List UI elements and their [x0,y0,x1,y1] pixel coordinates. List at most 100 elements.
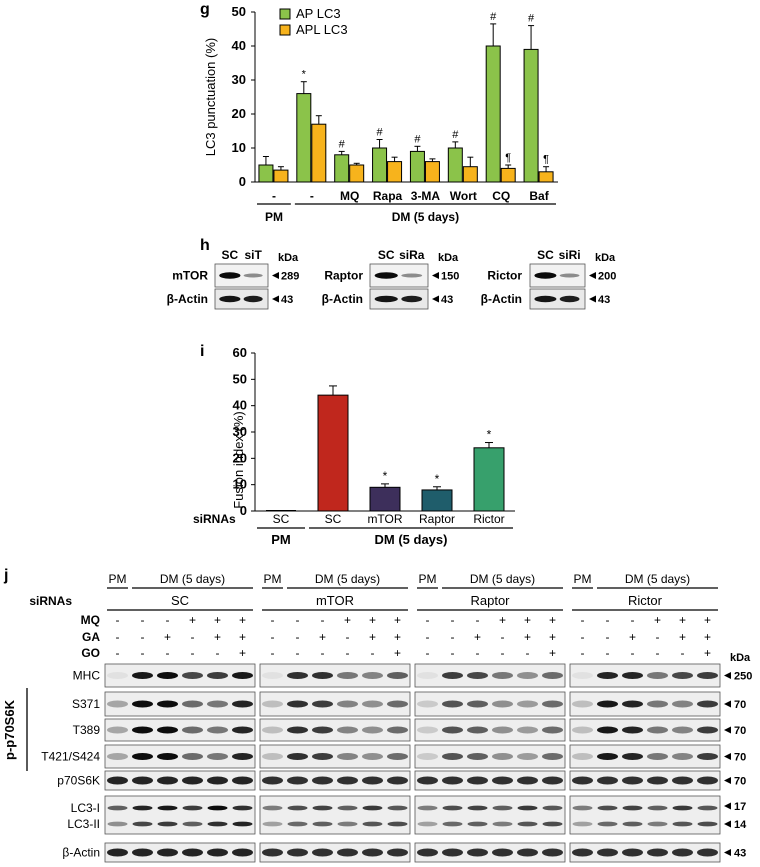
band [132,776,153,785]
treatment-sign: - [116,646,120,660]
blot-box [414,718,566,742]
treatment-sign: - [141,613,145,627]
treatment-sign: + [679,613,686,627]
treatment-sign: + [164,630,171,644]
band-lc3-i [207,805,228,811]
blot-box [414,744,566,769]
band [467,753,488,760]
significance-mark: * [487,428,492,442]
treatment-sign: - [271,646,275,660]
blot-box [569,691,721,717]
band [262,700,283,708]
band-lc3-i [287,805,308,811]
kda-arrow [724,802,731,810]
blot-box [259,795,411,835]
kda-value: 200 [598,271,616,283]
band [697,672,718,679]
band [534,295,557,303]
band [157,672,178,679]
band-lc3-ii [312,821,333,827]
x-tick-label: Rapa [373,189,403,203]
significance-mark: ¶ [543,154,549,166]
blot-box [569,718,721,742]
legend-label: APL LC3 [296,22,348,37]
band [232,776,253,785]
band [572,672,593,679]
kda-arrow [432,272,439,279]
band [182,848,203,857]
treatment-sign: + [239,613,246,627]
band [672,776,693,785]
treatment-sign: + [524,630,531,644]
band [362,700,383,708]
bar-ap [409,150,425,183]
blot-box [569,842,721,863]
kda-arrow [589,295,596,303]
lane-label: siT [244,248,262,262]
band [572,700,593,708]
kda-label: kDa [730,652,751,664]
y-tick-label: 40 [232,38,246,53]
blot-box [259,663,411,688]
band-lc3-ii [232,821,253,827]
band [697,753,718,760]
treatment-sign: + [549,646,556,660]
blot-box [569,770,721,791]
treatment-label: GO [81,646,100,660]
band [622,848,643,857]
band [132,726,153,734]
kda-value: 70 [734,725,746,737]
blot-box [259,718,411,742]
treatment-sign: - [296,613,300,627]
treatment-sign: - [166,613,170,627]
x-tick-label: Wort [450,189,477,203]
kda-value: 43 [598,294,610,306]
treatment-sign: + [704,613,711,627]
treatment-sign: + [369,613,376,627]
bar-ap [296,93,312,183]
band [672,700,693,708]
band [597,753,618,760]
bar-apl [538,171,554,183]
band-lc3-ii [182,821,203,827]
treatment-sign: + [239,646,246,660]
treatment-sign: + [679,630,686,644]
treatment-sign: - [116,613,120,627]
band [182,776,203,785]
band [362,848,383,857]
blot-box [104,795,256,835]
band [542,776,563,785]
band [207,672,228,679]
band-lc3-ii [572,821,593,827]
kda-arrow [724,753,731,760]
lane-label: SC [537,248,554,262]
band [572,776,593,785]
band [107,672,128,679]
band [337,726,358,734]
band-lc3-ii [262,821,283,827]
treatment-sign: - [656,630,660,644]
sirnas-label: siRNAs [193,512,236,526]
band [219,272,241,279]
treatment-sign: - [346,646,350,660]
band-lc3-i [312,805,333,811]
band [401,295,423,303]
treatment-sign: - [681,646,685,660]
x-tick-label: mTOR [367,512,402,526]
treatment-sign: - [346,630,350,644]
blot-box [104,718,256,742]
treatment-sign: + [214,630,221,644]
treatment-sign: - [501,646,505,660]
band [337,700,358,708]
treatment-sign: - [426,613,430,627]
band [182,753,203,760]
treatment-sign: - [191,630,195,644]
header-dm: DM (5 days) [470,572,535,586]
significance-mark: # [414,133,421,145]
blot-box [259,744,411,769]
rictor-row2-label: β-Actin [481,292,522,306]
blot-box [104,842,256,863]
x-tick-label: CQ [492,189,510,203]
treatment-label: GA [82,630,100,644]
blot-row-label: T389 [73,723,101,737]
